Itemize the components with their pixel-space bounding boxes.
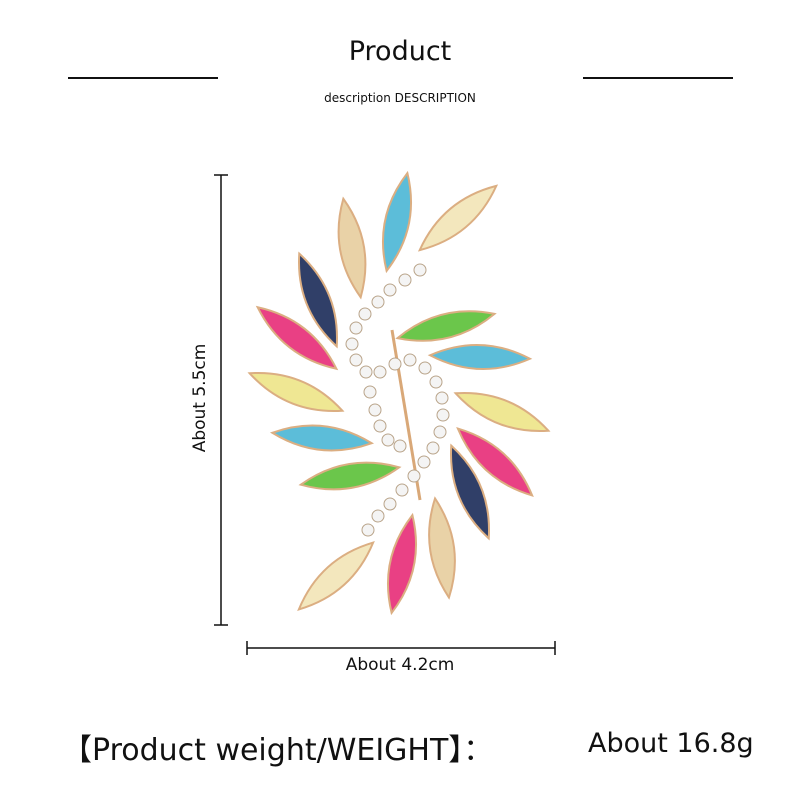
crystal-petal [456,426,534,498]
rhinestone [358,307,372,321]
crystal-petal [395,310,497,342]
crystal-petal [297,251,339,349]
crystal-petal [449,443,491,541]
rhinestone [363,385,377,399]
height-label: About 5.5cm [190,343,210,453]
crystal-petal [427,343,533,371]
rhinestone [436,408,450,422]
rhinestone [426,441,440,455]
crystal-petal [386,512,418,616]
rhinestone [349,321,363,335]
rhinestone [383,283,397,297]
crystal-petal [381,170,413,274]
rhinestone [435,391,449,405]
crystal-petal [337,196,367,300]
crystal-petal [297,540,375,612]
rhinestone [388,357,402,371]
rhinestone [359,365,373,379]
rhinestone [393,439,407,453]
crystal-petal [428,496,456,600]
right-divider [583,77,733,79]
left-divider [68,77,218,79]
crystal-petal [247,371,345,413]
height-dimension-line [214,174,228,626]
crystal-petal [417,184,499,252]
rhinestone [395,483,409,497]
crystal-petal [255,305,339,371]
weight-value: About 16.8g [588,728,754,759]
rhinestone [371,509,385,523]
crystal-petal [298,461,402,491]
rhinestone [373,365,387,379]
rhinestone [418,361,432,375]
rhinestone [403,353,417,367]
width-dimension-line [246,641,556,655]
rhinestone [373,419,387,433]
rhinestone [407,469,421,483]
rhinestone [429,375,443,389]
rhinestone [417,455,431,469]
rhinestone [371,295,385,309]
brooch-image [247,170,551,616]
rhinestone [433,425,447,439]
rhinestone [413,263,427,277]
weight-label: 【Product weight/WEIGHT】： [62,733,494,768]
width-label: About 4.2cm [345,655,455,675]
rhinestone [361,523,375,537]
rhinestone [398,273,412,287]
page-subtitle: description DESCRIPTION [324,91,476,105]
rhinestone [383,497,397,511]
rhinestone [368,403,382,417]
crystal-petal [269,424,375,452]
rhinestone [381,433,395,447]
rhinestone [345,337,359,351]
crystal-petal [453,391,551,433]
page-title: Product [348,36,452,67]
rhinestone [349,353,363,367]
